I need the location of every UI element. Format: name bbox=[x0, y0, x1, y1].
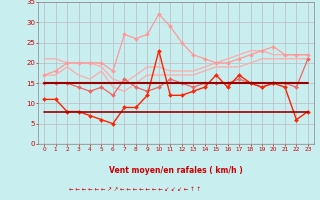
Text: ← ← ← ← ← ← ↗ ↗ ← ← ← ← ← ← ← ↙ ↙ ↙ ← ↑ ↑: ← ← ← ← ← ← ↗ ↗ ← ← ← ← ← ← ← ↙ ↙ ↙ ← ↑ … bbox=[69, 187, 201, 192]
X-axis label: Vent moyen/en rafales ( km/h ): Vent moyen/en rafales ( km/h ) bbox=[109, 166, 243, 175]
